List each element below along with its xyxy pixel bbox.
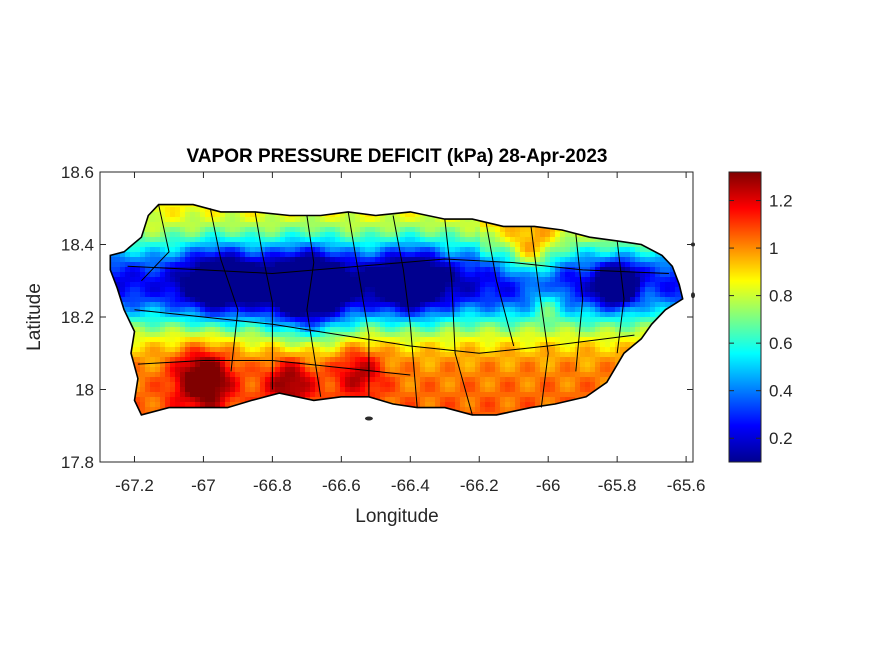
colorbar-ticks: 0.2 0.4 0.6 0.8 1 1.2 bbox=[729, 192, 793, 448]
x-axis-label: Longitude bbox=[355, 506, 438, 527]
municipal-boundaries bbox=[127, 204, 669, 416]
x-tick-label: -66.4 bbox=[391, 476, 430, 495]
y-axis-label: Latitude bbox=[24, 283, 45, 351]
colorbar-tick-label: 1.2 bbox=[769, 192, 793, 211]
y-tick-label: 18.6 bbox=[61, 163, 94, 182]
colorbar-tick-label: 0.8 bbox=[769, 287, 793, 306]
x-tick-label: -66.6 bbox=[322, 476, 361, 495]
chart-title: VAPOR PRESSURE DEFICIT (kPa) 28-Apr-2023 bbox=[187, 146, 608, 167]
x-tick-label: -66 bbox=[536, 476, 561, 495]
x-tick-label: -67.2 bbox=[115, 476, 154, 495]
island-coastline bbox=[109, 203, 684, 416]
y-tick-label: 18 bbox=[75, 381, 94, 400]
x-tick-label: -65.6 bbox=[667, 476, 706, 495]
y-tick-label: 18.2 bbox=[61, 308, 94, 327]
colorbar-tick-label: 0.2 bbox=[769, 429, 793, 448]
x-tick-label: -66.2 bbox=[460, 476, 499, 495]
colorbar-tick-label: 0.4 bbox=[769, 382, 793, 401]
x-tick-label: -67 bbox=[191, 476, 216, 495]
x-tick-label: -65.8 bbox=[598, 476, 637, 495]
y-tick-label: 18.4 bbox=[61, 236, 94, 255]
x-axis-ticks: -67.2 -67 -66.8 -66.6 -66.4 -66.2 -66 -65.8 -65.… bbox=[115, 172, 705, 495]
colorbar-tick-label: 1 bbox=[769, 239, 778, 258]
x-tick-label: -66.8 bbox=[253, 476, 292, 495]
colorbar bbox=[728, 171, 762, 463]
y-axis-ticks: 17.8 18 18.2 18.4 18.6 bbox=[61, 163, 693, 472]
y-tick-label: 17.8 bbox=[61, 453, 94, 472]
colorbar-tick-label: 0.6 bbox=[769, 334, 793, 353]
